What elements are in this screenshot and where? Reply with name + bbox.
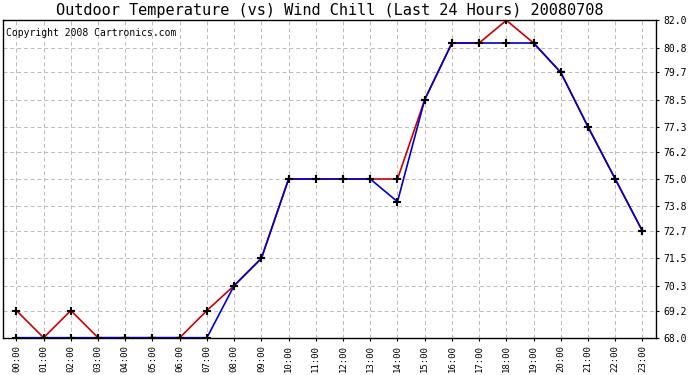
Title: Outdoor Temperature (vs) Wind Chill (Last 24 Hours) 20080708: Outdoor Temperature (vs) Wind Chill (Las… bbox=[56, 3, 603, 18]
Text: Copyright 2008 Cartronics.com: Copyright 2008 Cartronics.com bbox=[6, 28, 177, 38]
